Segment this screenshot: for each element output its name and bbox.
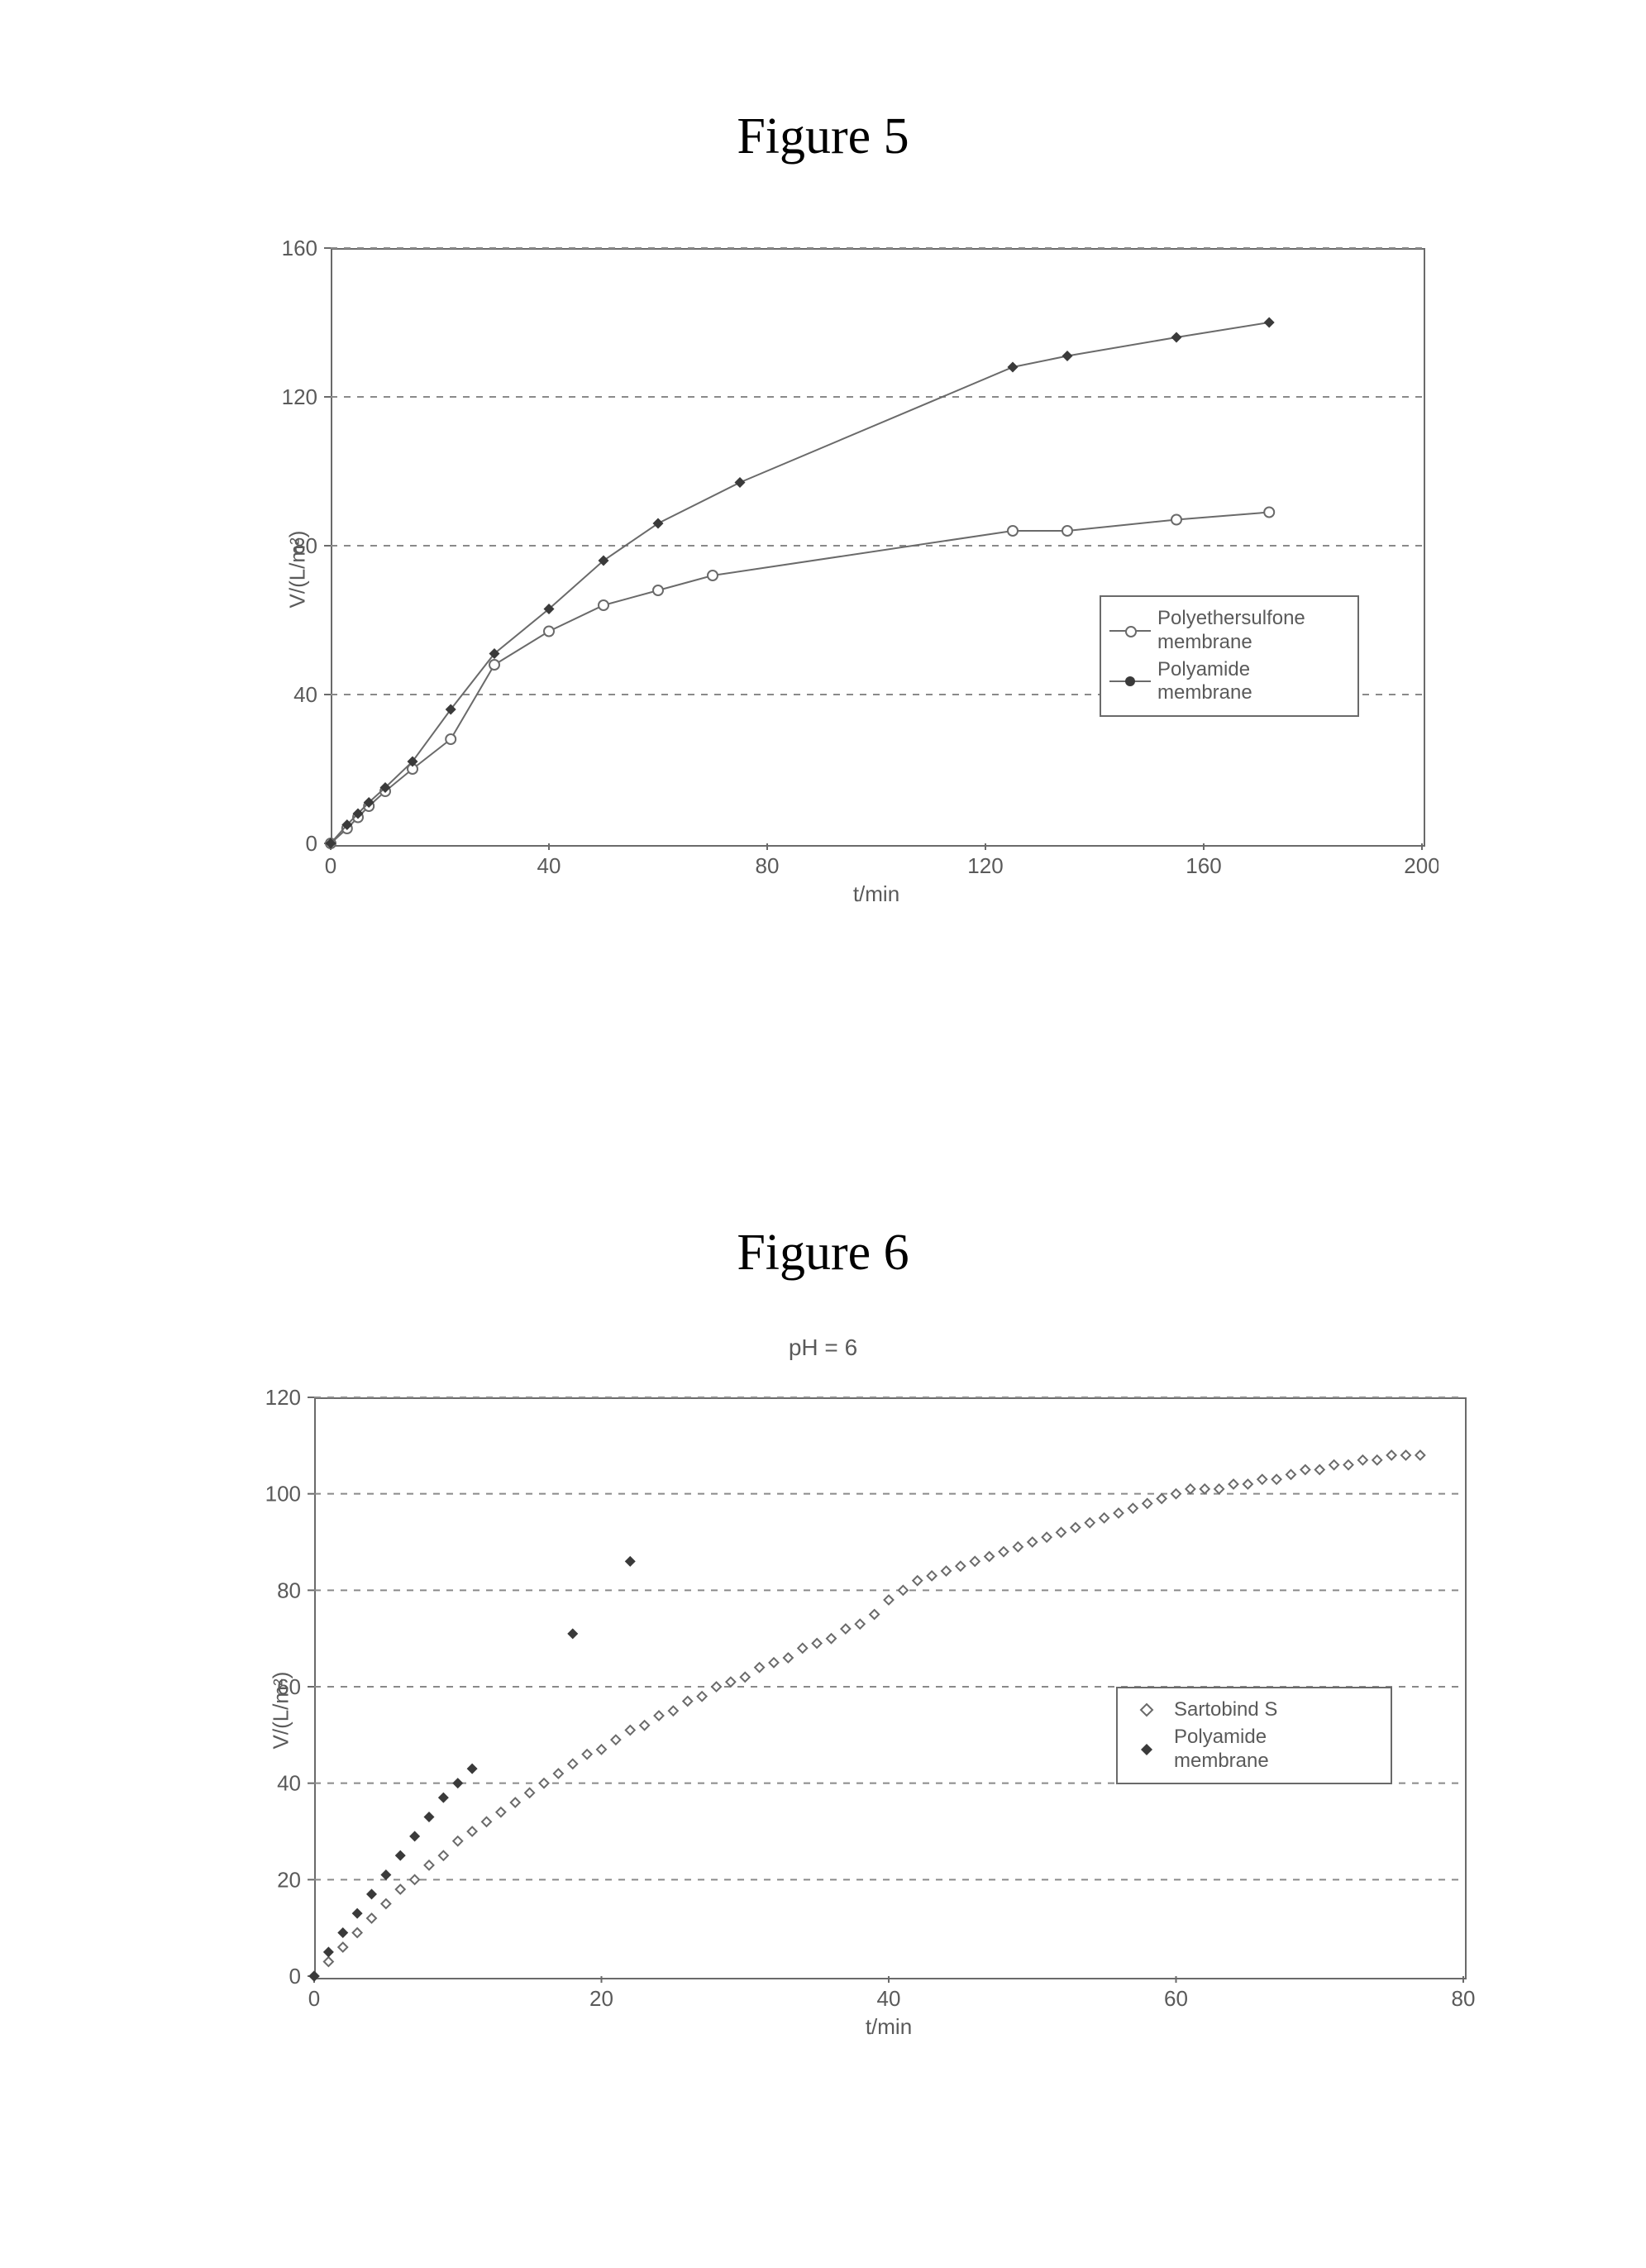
- figure5-xlabel: t/min: [331, 881, 1422, 907]
- figure6-chart: 020406080100120020406080 V/(L/m²) t/min …: [248, 1389, 1480, 2059]
- svg-text:40: 40: [877, 1986, 901, 2011]
- svg-text:0: 0: [289, 1964, 301, 1989]
- figure5-legend-row-1: Polyamide membrane: [1109, 658, 1349, 706]
- figure6-legend-row-1: Polyamide membrane: [1126, 1726, 1382, 1774]
- svg-text:80: 80: [756, 853, 780, 878]
- legend-label: Polyamide membrane: [1157, 658, 1339, 706]
- legend-marker-filled-diamond: [1126, 1741, 1167, 1758]
- svg-text:40: 40: [293, 682, 317, 707]
- figure6-xlabel: t/min: [314, 2014, 1463, 2040]
- legend-label: Polyethersulfone membrane: [1157, 607, 1339, 655]
- figure5-legend: Polyethersulfone membrane Polyamide memb…: [1100, 595, 1359, 717]
- svg-text:160: 160: [1186, 853, 1221, 878]
- svg-text:120: 120: [967, 853, 1003, 878]
- figure5-chart: 0408012016004080120160200 V/(L/m²) t/min…: [265, 240, 1438, 918]
- figure6-title: Figure 6: [0, 1224, 1646, 1282]
- svg-text:120: 120: [282, 384, 317, 409]
- svg-text:60: 60: [1164, 1986, 1188, 2011]
- svg-text:0: 0: [308, 1986, 320, 2011]
- figure5-title: Figure 5: [0, 107, 1646, 166]
- svg-text:20: 20: [277, 1867, 301, 1892]
- svg-text:160: 160: [282, 240, 317, 260]
- figure6-subtitle: pH = 6: [0, 1335, 1646, 1361]
- svg-text:100: 100: [265, 1482, 301, 1506]
- legend-label: Sartobind S: [1174, 1698, 1277, 1722]
- figure6-ylabel: V/(L/m²): [269, 1634, 294, 1750]
- svg-text:80: 80: [1452, 1986, 1476, 2011]
- svg-text:0: 0: [306, 831, 317, 856]
- legend-marker-open-circle: [1109, 623, 1151, 639]
- figure6-legend-row-0: Sartobind S: [1126, 1698, 1382, 1722]
- figure6-legend: Sartobind S Polyamide membrane: [1116, 1687, 1392, 1784]
- svg-text:40: 40: [277, 1771, 301, 1796]
- svg-text:120: 120: [265, 1389, 301, 1410]
- figure5-legend-row-0: Polyethersulfone membrane: [1109, 607, 1349, 655]
- svg-text:0: 0: [325, 853, 336, 878]
- svg-text:40: 40: [537, 853, 561, 878]
- svg-text:80: 80: [277, 1578, 301, 1602]
- legend-label: Polyamide membrane: [1174, 1726, 1356, 1774]
- figure5-svg: 0408012016004080120160200: [265, 240, 1438, 918]
- svg-text:200: 200: [1404, 853, 1438, 878]
- svg-text:20: 20: [589, 1986, 613, 2011]
- figure5-ylabel: V/(L/m²): [285, 493, 311, 609]
- legend-marker-filled-diamond: [1109, 673, 1151, 690]
- legend-marker-open-diamond: [1126, 1702, 1167, 1718]
